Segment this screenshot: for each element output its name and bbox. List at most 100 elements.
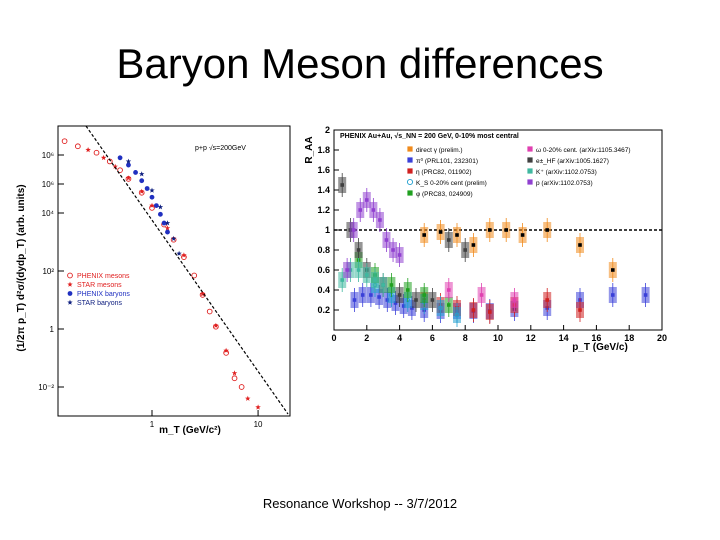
legend-label: STAR mesons: [77, 282, 122, 289]
raa-point: [438, 230, 443, 234]
spectra-point: [139, 178, 145, 184]
spectra-chart: 10⁶ 10⁶ 10⁴ 10² 1 10⁻² 1 10 p+p √s=200GeV PHENI…: [10, 118, 295, 436]
x-tick-label: 20: [657, 333, 667, 343]
raa-x-axis-label: p_T (GeV/c): [572, 342, 628, 353]
spectra-point: [255, 404, 261, 410]
raa-chart: 0.20.40.60.811.21.41.61.820 2 4 6 8 10 12 14 16 1…: [300, 122, 672, 357]
raa-point: [488, 310, 492, 314]
raa-point: [365, 273, 369, 277]
legend-marker: [67, 299, 73, 305]
raa-point: [340, 278, 344, 282]
raa-point: [479, 293, 484, 297]
y-tick-label: 2: [325, 125, 330, 135]
raa-point: [365, 198, 369, 202]
raa-point: [463, 248, 467, 252]
raa-point: [512, 298, 517, 302]
raa-point: [385, 298, 390, 302]
legend-label: K⁺ (arXiv:1102.0753): [536, 169, 597, 176]
spectra-point: [170, 235, 177, 241]
raa-point: [401, 304, 406, 308]
x-tick-label: 0: [331, 333, 336, 343]
x-tick-label: 14: [559, 333, 569, 343]
legend-marker: [527, 157, 533, 163]
raa-legend: direct γ (prelim.) π⁰ (PRL101, 232301) η (…: [406, 146, 631, 198]
spectra-point: [149, 202, 155, 208]
raa-point: [381, 283, 385, 287]
y-tick-label: 1.6: [317, 165, 330, 175]
spectra-series-1: [85, 147, 261, 410]
raa-point: [578, 308, 582, 312]
y-tick-label: 0.4: [317, 285, 330, 295]
legend-label: φ (PRC83, 024909): [416, 191, 473, 198]
legend-label: ω 0-20% cent. (arXiv:1105.3467): [536, 147, 631, 154]
raa-point: [471, 308, 476, 312]
y-tick-label: 0.8: [317, 245, 330, 255]
spectra-point: [125, 175, 132, 181]
y-tick-label: 1.2: [317, 205, 330, 215]
legend-label: K_S 0-20% cent (prelim): [416, 180, 487, 187]
spectra-point: [223, 347, 229, 353]
y-tick-label: 0.6: [317, 265, 330, 275]
spectra-point: [213, 322, 219, 328]
y-tick-label: 10⁴: [42, 209, 55, 218]
legend-label: η (PRC82, 011902): [416, 169, 472, 176]
legend-marker: [407, 146, 413, 152]
y-tick-label: 10⁻²: [38, 383, 54, 392]
x-tick-label: 12: [526, 333, 536, 343]
spectra-point: [117, 167, 123, 174]
raa-point: [545, 228, 549, 232]
spectra-point: [117, 155, 123, 161]
raa-point: [360, 293, 365, 297]
spectra-point: [100, 154, 107, 161]
spectra-legend: PHENIX mesons STAR mesons PHENIX baryons ST…: [67, 272, 130, 307]
raa-point: [611, 293, 615, 297]
raa-point: [371, 208, 376, 212]
legend-label: STAR baryons: [77, 300, 122, 307]
raa-point: [391, 248, 395, 252]
spectra-point: [245, 395, 251, 401]
legend-marker: [527, 179, 533, 185]
slide-title: Baryon Meson differences: [116, 40, 604, 87]
legend-marker: [407, 190, 413, 196]
spectra-point: [231, 370, 238, 376]
y-tick-label: 0.2: [317, 305, 330, 315]
spectra-point: [149, 187, 155, 193]
x-tick-label: 4: [397, 333, 402, 343]
spectra-point: [139, 188, 145, 194]
raa-point: [358, 208, 363, 212]
legend-marker: [527, 146, 533, 152]
spectra-point: [165, 229, 170, 235]
legend-marker: [67, 272, 73, 279]
slide-footer: Resonance Workshop -- 3/7/2012: [262, 496, 458, 511]
legend-label: PHENIX mesons: [77, 273, 130, 280]
spectra-series-3: [125, 158, 182, 256]
raa-point: [389, 283, 394, 287]
legend-marker: [527, 168, 533, 174]
raa-point: [373, 278, 377, 282]
raa-point: [611, 268, 615, 272]
raa-series-0: [420, 218, 617, 282]
raa-point: [414, 298, 418, 302]
raa-point: [384, 238, 389, 242]
raa-point: [430, 298, 435, 302]
raa-point: [488, 228, 492, 232]
spectra-point: [144, 186, 150, 191]
x-tick-label: 10: [254, 420, 263, 429]
raa-point: [455, 233, 459, 237]
raa-point: [471, 243, 476, 247]
x-tick-label: 10: [493, 333, 503, 343]
raa-point: [351, 228, 356, 232]
spectra-point: [191, 272, 198, 279]
raa-point: [356, 268, 361, 272]
y-tick-label: 1: [325, 225, 330, 235]
raa-point: [454, 312, 460, 318]
raa-point: [397, 293, 402, 297]
spectra-point: [112, 163, 118, 169]
spectra-point: [238, 384, 245, 390]
spectra-point: [206, 308, 213, 315]
raa-point: [410, 306, 414, 310]
spectra-point: [149, 194, 155, 200]
legend-label: p (arXiv:1102.0753): [536, 180, 593, 187]
raa-point: [422, 233, 426, 237]
spectra-point: [126, 162, 131, 168]
